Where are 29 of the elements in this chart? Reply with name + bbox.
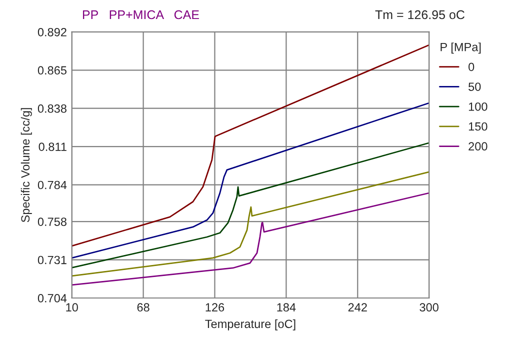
y-axis-title: Specific Volume [cc/g] — [20, 108, 32, 222]
x-axis-title: Temperature [oC] — [205, 319, 296, 330]
y-tick-label: 0.865 — [38, 66, 66, 75]
legend-title: P [MPa] — [440, 42, 481, 54]
legend-label: 200 — [468, 142, 488, 151]
text: Tm = 126.95 oC — [375, 10, 464, 20]
x-tick-label: 10 — [66, 303, 78, 312]
y-tick-label: 0.838 — [38, 104, 66, 113]
x-tick-label: 300 — [420, 303, 438, 312]
y-tick-label: 0.892 — [38, 28, 66, 36]
x-tick-label: 242 — [348, 303, 367, 312]
y-tick-label: 0.784 — [38, 180, 67, 190]
line-series — [72, 44, 430, 247]
legend-label: 150 — [468, 122, 488, 131]
line-series — [72, 142, 430, 268]
y-tick-label: 0.811 — [38, 142, 66, 151]
line-series — [72, 192, 430, 286]
x-tick-label: 184 — [277, 303, 296, 312]
x-tick-label: 68 — [137, 303, 150, 312]
y-tick-label: 0.758 — [38, 218, 66, 226]
line-series — [72, 171, 430, 277]
line-series — [72, 102, 430, 259]
legend-label: 50 — [468, 82, 481, 91]
legend-label: 0 — [468, 62, 474, 72]
y-tick-label: 0.731 — [38, 256, 66, 264]
y-tick-label: 0.704 — [38, 294, 67, 302]
chart-title: PP PP+MICA CAE — [82, 10, 199, 20]
legend-label: 100 — [468, 102, 488, 111]
x-tick-label: 126 — [206, 303, 224, 312]
